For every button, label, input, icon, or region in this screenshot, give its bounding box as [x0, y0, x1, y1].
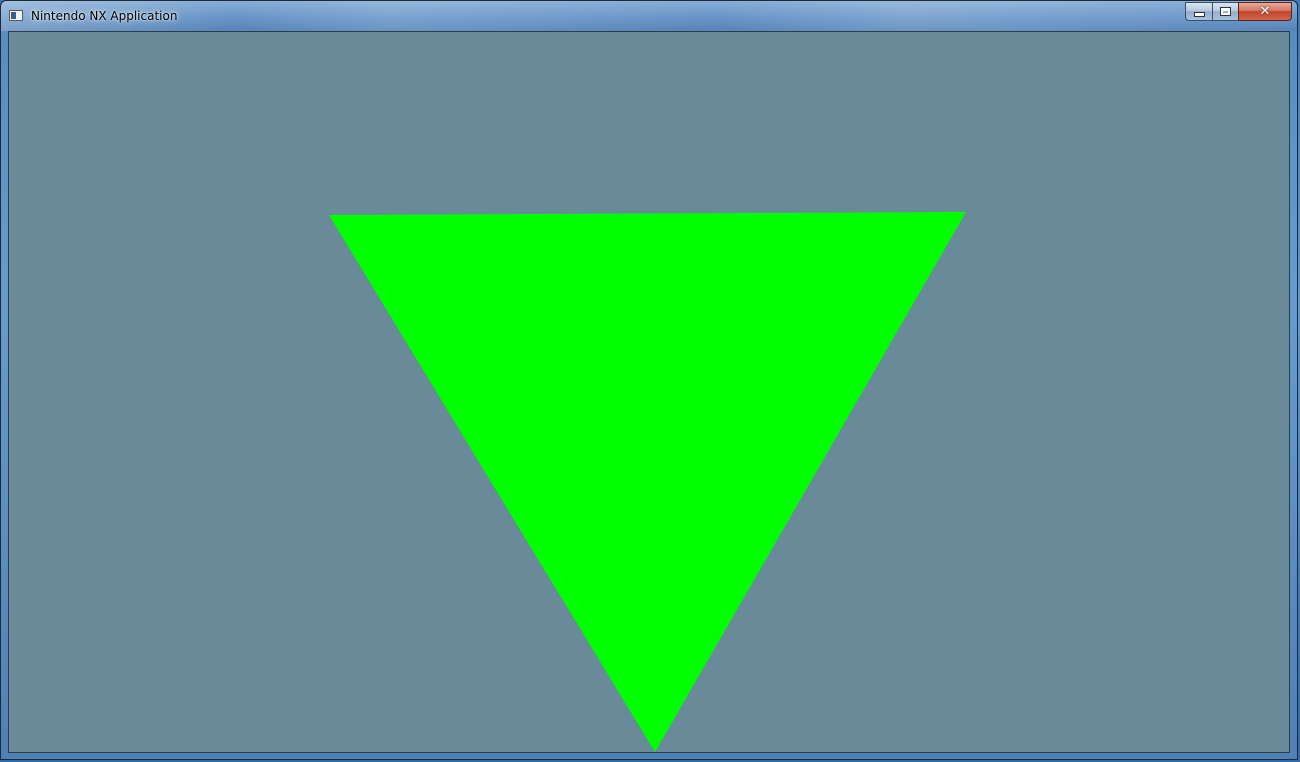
- maximize-button[interactable]: [1212, 2, 1238, 21]
- render-canvas: [9, 32, 1289, 752]
- app-window-icon[interactable]: [9, 10, 23, 21]
- minimize-icon: [1186, 3, 1212, 20]
- caption-buttons: ✕: [1185, 2, 1292, 22]
- minimize-button[interactable]: [1185, 2, 1212, 21]
- render-viewport[interactable]: [8, 31, 1290, 753]
- close-icon: ✕: [1259, 4, 1271, 19]
- title-bar[interactable]: Nintendo NX Application ✕: [1, 1, 1297, 31]
- close-button[interactable]: ✕: [1238, 2, 1292, 21]
- window-title: Nintendo NX Application: [31, 9, 178, 23]
- green-triangle: [329, 212, 966, 752]
- maximize-icon: [1213, 3, 1238, 20]
